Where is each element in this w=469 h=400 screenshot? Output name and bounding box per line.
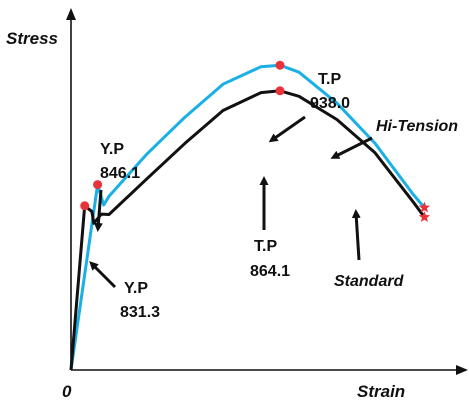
y-axis-title: Stress (6, 29, 58, 48)
series-line-hi-tension (69, 63, 426, 371)
y-axis-arrow-icon (66, 8, 76, 20)
tensile-point-marker-standard (275, 86, 285, 96)
point-label-hi-tension-tp-value: 938.0 (310, 95, 350, 112)
series-label-standard: Standard (334, 273, 405, 290)
series-label-hi-tension: Hi-Tension (376, 118, 458, 135)
point-label-hi-tension-tp-title: T.P (318, 71, 341, 88)
annotation-arrow-standard-yp (89, 261, 117, 289)
annotation-arrow-hi-tension-yp (93, 189, 103, 232)
point-label-hi-tension-yp-title: Y.P (100, 141, 124, 158)
series-line-standard (69, 89, 426, 371)
point-label-standard-tp-title: T.P (254, 238, 277, 255)
yield-point-marker-hi-tension (93, 180, 103, 190)
yield-point-marker-standard (80, 201, 90, 211)
point-label-standard-yp-value: 831.3 (120, 304, 160, 321)
origin-label: 0 (62, 382, 72, 400)
point-label-hi-tension-yp-value: 846.1 (100, 165, 140, 182)
x-axis-arrow-icon (456, 365, 468, 375)
annotation-arrow-hi-tension-tp (268, 115, 306, 143)
x-axis-title: Strain (357, 382, 405, 400)
series-label-arrow-hi-tension (330, 136, 373, 159)
point-label-standard-tp-value: 864.1 (250, 263, 290, 280)
end-star-icon-standard (418, 211, 431, 222)
tensile-point-marker-hi-tension (275, 60, 285, 70)
series-label-arrow-standard (351, 209, 361, 261)
point-label-standard-yp-title: Y.P (124, 280, 148, 297)
end-star-icon-hi-tension (418, 201, 431, 213)
